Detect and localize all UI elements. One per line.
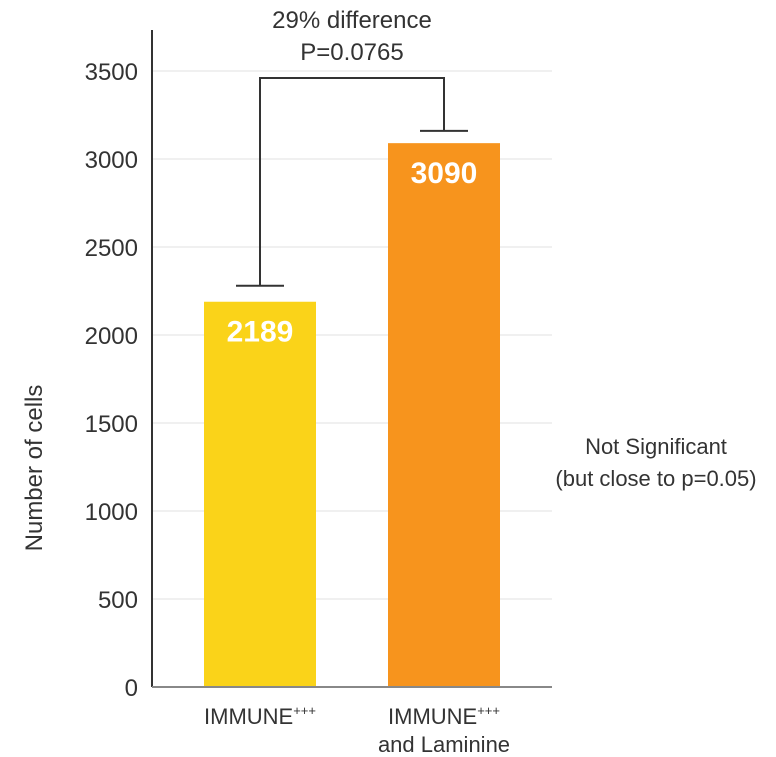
value-label-1: 2189 <box>227 316 294 349</box>
category-label-2: IMMUNE+++ <box>388 703 500 729</box>
y-tick-labels: 0 500 1000 1500 2000 2500 3000 3500 <box>85 59 138 702</box>
y-tick-label-3500: 3500 <box>85 59 138 86</box>
y-tick-label-3000: 3000 <box>85 147 138 174</box>
y-tick-label-1000: 1000 <box>85 499 138 526</box>
y-tick-label-1500: 1500 <box>85 411 138 438</box>
significance-note-line2: (but close to p=0.05) <box>555 466 756 491</box>
bar-2 <box>388 143 500 687</box>
y-tick-label-0: 0 <box>125 675 138 702</box>
y-tick-label-2500: 2500 <box>85 235 138 262</box>
y-tick-label-500: 500 <box>98 587 138 614</box>
category-label-1: IMMUNE+++ <box>204 703 316 729</box>
comparison-label-p-value: P=0.0765 <box>300 39 403 66</box>
y-tick-label-2000: 2000 <box>85 323 138 350</box>
bars <box>204 143 500 687</box>
comparison-bracket <box>259 77 445 286</box>
axes <box>151 30 552 688</box>
bar-1 <box>204 301 316 687</box>
category-labels: IMMUNE+++ IMMUNE+++ and Laminine <box>204 703 510 757</box>
significance-note-line1: Not Significant <box>585 434 727 459</box>
comparison-label-difference: 29% difference <box>272 7 432 34</box>
value-labels: 2189 3090 <box>227 157 478 349</box>
category-label-2-line2: and Laminine <box>378 732 510 757</box>
value-label-2: 3090 <box>411 157 478 190</box>
y-axis-title: Number of cells <box>21 385 48 552</box>
significance-bracket <box>259 77 445 286</box>
